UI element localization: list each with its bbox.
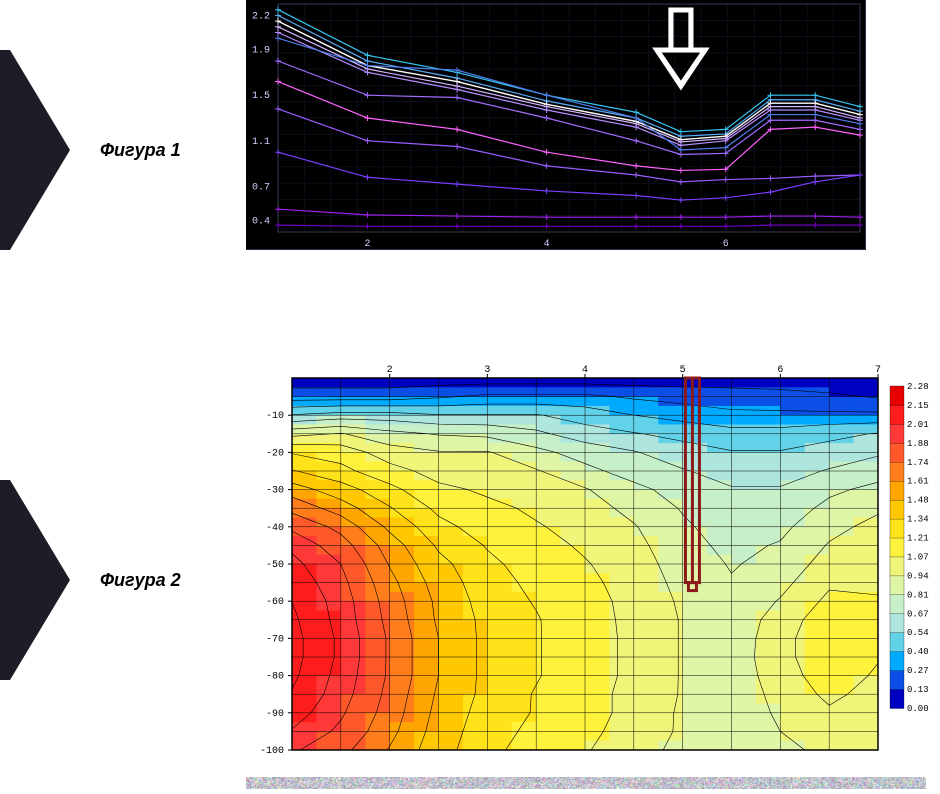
svg-text:0.40: 0.40 <box>907 647 929 657</box>
svg-text:1.61: 1.61 <box>907 477 929 487</box>
svg-text:4: 4 <box>544 239 550 250</box>
svg-text:1.74: 1.74 <box>907 458 929 468</box>
svg-text:0.4: 0.4 <box>252 217 270 228</box>
svg-text:2.01: 2.01 <box>907 420 929 430</box>
noise-strip <box>246 776 926 788</box>
svg-text:1.9: 1.9 <box>252 46 270 57</box>
svg-text:-70: -70 <box>266 634 284 645</box>
chevron-decoration-1 <box>0 50 90 250</box>
svg-text:1.5: 1.5 <box>252 91 270 102</box>
svg-text:2.2: 2.2 <box>252 11 270 22</box>
svg-text:0.00: 0.00 <box>907 704 929 714</box>
svg-text:2.15: 2.15 <box>907 401 929 411</box>
svg-text:-90: -90 <box>266 709 284 720</box>
svg-text:2.28: 2.28 <box>907 382 929 392</box>
svg-text:0.67: 0.67 <box>907 609 929 619</box>
svg-text:0.7: 0.7 <box>252 182 270 193</box>
svg-text:0.81: 0.81 <box>907 590 929 600</box>
svg-text:0.27: 0.27 <box>907 666 929 676</box>
figure1-chart: 0.4 0.7 1.1 1.5 1.9 2.2 2 4 6 <box>246 0 866 250</box>
svg-text:1.88: 1.88 <box>907 439 929 449</box>
svg-text:-20: -20 <box>266 448 284 459</box>
svg-text:-30: -30 <box>266 486 284 497</box>
svg-text:1.1: 1.1 <box>252 137 270 148</box>
svg-text:-40: -40 <box>266 523 284 534</box>
figure2-chart: 234567-10-20-30-40-50-60-70-80-90-100 0.… <box>246 358 940 756</box>
chevron-decoration-2 <box>0 480 90 680</box>
svg-text:-100: -100 <box>260 746 284 756</box>
svg-text:-10: -10 <box>266 411 284 422</box>
svg-text:0.54: 0.54 <box>907 628 929 638</box>
svg-text:2: 2 <box>365 239 371 250</box>
svg-text:1.21: 1.21 <box>907 534 929 544</box>
svg-text:1.48: 1.48 <box>907 496 929 506</box>
figure1-label: Фигура 1 <box>100 140 181 161</box>
svg-text:-50: -50 <box>266 560 284 571</box>
figure2-label: Фигура 2 <box>100 570 181 591</box>
svg-text:6: 6 <box>723 239 729 250</box>
svg-text:1.07: 1.07 <box>907 552 929 562</box>
svg-text:0.94: 0.94 <box>907 571 929 581</box>
svg-text:1.34: 1.34 <box>907 515 929 525</box>
svg-text:0.13: 0.13 <box>907 685 929 695</box>
svg-text:-60: -60 <box>266 597 284 608</box>
svg-text:-80: -80 <box>266 672 284 683</box>
